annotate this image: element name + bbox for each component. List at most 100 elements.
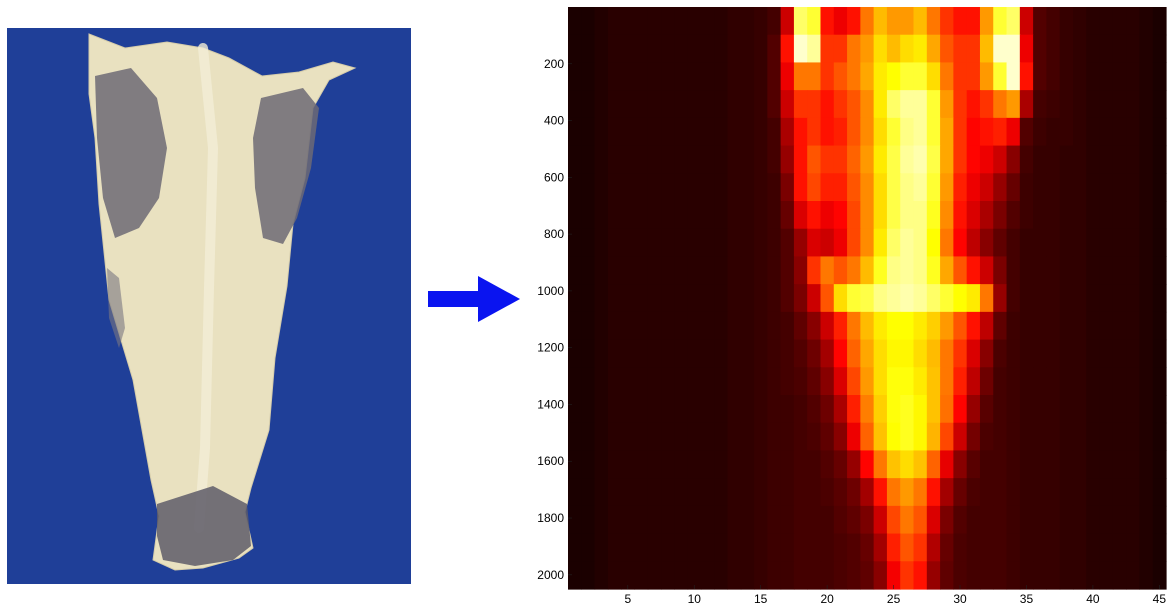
heatmap-cell [714,90,729,119]
heatmap-cell [873,450,888,479]
heatmap-cell [1086,284,1101,313]
heatmap-cell [1152,533,1167,562]
heatmap-cell [1006,228,1021,258]
heatmap-cell [900,256,915,285]
heatmap-cell [568,173,582,202]
y-tick-label: 200 [544,57,564,71]
dark-skin-right-patch [253,88,319,244]
heatmap-cell [860,478,875,507]
heatmap-cell [953,533,968,562]
heatmap-cell [873,7,888,36]
heatmap-cell [727,450,742,479]
heatmap-cell [1126,339,1141,368]
heatmap-cell [727,311,742,341]
heatmap-cell [953,7,968,36]
heatmap-cell [700,90,715,119]
heatmap-cell [847,117,861,147]
heatmap-cell [979,62,994,91]
heatmap-cell [780,561,795,590]
right-arrow-icon [428,276,520,322]
heatmap-cell [740,228,755,258]
heatmap-cell [940,90,954,119]
heatmap-cell [1126,201,1141,230]
heatmap-cell [634,311,649,341]
heatmap-cell [860,422,875,452]
y-tick-label: 600 [544,170,564,184]
heatmap-cell [740,90,755,119]
heatmap-cell [1033,256,1047,285]
heatmap-cell [966,201,981,230]
heatmap-cell [594,367,609,396]
heatmap-cell [1033,339,1047,368]
heatmap-cell [621,450,636,479]
heatmap-cell [687,478,702,507]
heatmap-cell [1112,422,1127,452]
heatmap-cell [1059,311,1074,341]
heatmap-cell [674,201,689,230]
heatmap-cell [1019,478,1034,507]
heatmap-cell [687,173,702,202]
x-tick-label: 20 [820,592,834,606]
heatmap-cell [568,367,582,396]
heatmap-cell [700,339,715,368]
heatmap-cell [860,450,875,479]
heatmap-cell [807,173,822,202]
heatmap-cell [1099,62,1114,91]
heatmap-cell [1059,395,1074,424]
heatmap-cell [793,145,808,174]
heatmap-cell [1046,173,1061,202]
heatmap-cell [674,422,689,452]
heatmap-cell [594,62,609,91]
heatmap-cell [634,145,649,174]
heatmap-cell [661,505,675,535]
heatmap-cell [594,533,609,562]
heatmap-cell [780,505,795,535]
heatmap-cell [926,173,941,202]
heatmap-cell [953,478,968,507]
heatmap-cell [820,561,835,590]
heatmap-cell [621,62,636,91]
heatmap-cell [1059,533,1074,562]
heatmap-cell [953,201,968,230]
heatmap-cell [940,117,954,147]
heatmap-cell [807,62,822,91]
heatmap-cell [621,367,636,396]
heatmap-cell [1033,505,1047,535]
heatmap-cell [966,311,981,341]
heatmap-cell [979,339,994,368]
heatmap-cell [873,228,888,258]
heatmap-cell [780,62,795,91]
heatmap-cell [687,7,702,36]
heatmap-cell [1046,561,1061,590]
heatmap-cell [873,173,888,202]
heatmap-cell [1112,533,1127,562]
heatmap-cell [1099,422,1114,452]
heatmap-cell [966,62,981,91]
heatmap-cell [687,339,702,368]
heatmap-cell [1152,117,1167,147]
heatmap-cell [873,284,888,313]
heatmap-cell [793,228,808,258]
heatmap-cell [979,367,994,396]
heatmap-cell [754,422,768,452]
heatmap-cell [833,478,848,507]
heatmap-cell [607,201,622,230]
heatmap-cell [714,311,729,341]
heatmap-cell [926,7,941,36]
heatmap-cell [1033,228,1047,258]
heatmap-cell [1006,117,1021,147]
heatmap-cell [1019,173,1034,202]
heatmap-cell [886,201,901,230]
heatmap-cell [793,450,808,479]
heatmap-cell [820,478,835,507]
heatmap-cell [833,339,848,368]
heatmap-cell [926,311,941,341]
heatmap-cell [1033,367,1047,396]
heatmap-cell [607,561,622,590]
heatmap-cell [1099,367,1114,396]
heatmap-cell [607,422,622,452]
heatmap-cell [1033,478,1047,507]
heatmap-cell [687,561,702,590]
heatmap-cell [607,117,622,147]
heatmap-cell [740,117,755,147]
